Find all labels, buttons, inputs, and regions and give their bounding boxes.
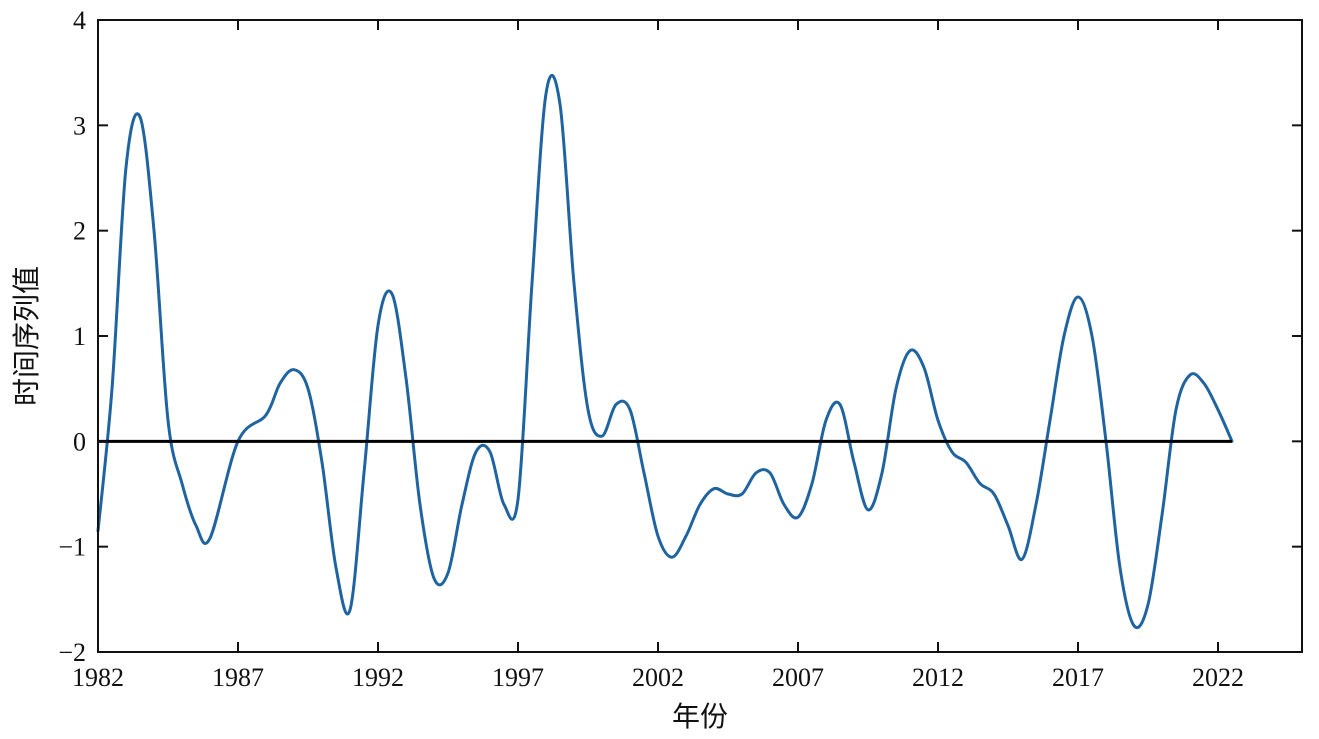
x-tick-label: 2017 [1052,663,1104,692]
series-line [96,73,1234,630]
y-axis-ticks: −2 −1 0 1 2 3 4 [58,6,1302,667]
x-tick-label: 2022 [1192,663,1244,692]
x-tick-label: 1992 [352,663,404,692]
y-axis-label: 时间序列值 [10,266,43,406]
y-tick-label: 4 [73,6,86,35]
y-tick-label: 1 [73,322,86,351]
x-axis-ticks: 1982 1987 1992 1997 2002 2007 2012 2017 2022 [72,20,1244,692]
y-tick-label: 0 [73,427,86,456]
y-tick-label: 2 [73,217,86,246]
x-tick-label: 2007 [772,663,824,692]
x-tick-label: 1987 [212,663,264,692]
x-tick-label: 1997 [492,663,544,692]
y-tick-label: 3 [73,111,86,140]
x-axis-label: 年份 [672,700,728,733]
y-tick-label: −2 [58,638,86,667]
x-tick-label: 2002 [632,663,684,692]
x-tick-label: 1982 [72,663,124,692]
x-tick-label: 2012 [912,663,964,692]
axes-frame [97,19,1303,653]
y-tick-label: −1 [58,533,86,562]
